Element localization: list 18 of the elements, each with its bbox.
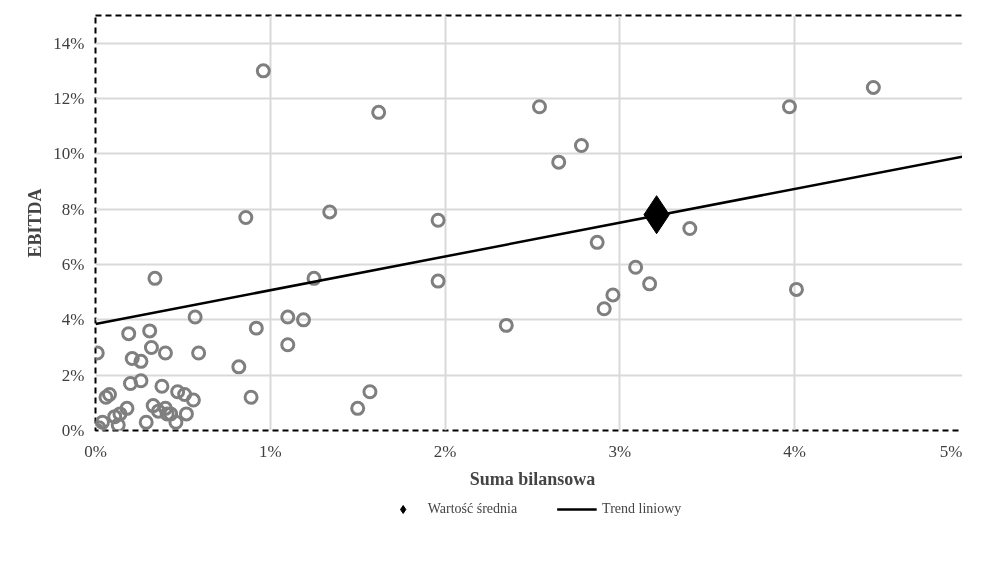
x-tick-label: 3% — [608, 441, 632, 461]
legend-label: Trend liniowy — [602, 501, 682, 517]
y-tick-label: 4% — [61, 310, 85, 330]
y-tick-label: 12% — [53, 89, 85, 108]
y-tick-label: 6% — [61, 255, 85, 274]
y-axis-title: EBITDA — [25, 188, 46, 258]
y-tick-label: 8% — [61, 199, 85, 219]
x-tick-label: 1% — [258, 441, 282, 461]
x-tick-label: 4% — [783, 441, 807, 461]
x-axis-title: Suma bilansowa — [469, 468, 596, 489]
x-tick-label: 2% — [433, 441, 457, 461]
x-tick-label: 0% — [84, 441, 107, 461]
y-tick-label: 14% — [53, 33, 85, 53]
y-tick-label: 2% — [61, 365, 85, 385]
y-tick-label: 0% — [61, 421, 85, 440]
y-tick-label: 10% — [53, 144, 85, 164]
legend-label: Wartość średnia — [427, 501, 518, 517]
x-tick-label: 5% — [939, 441, 963, 461]
